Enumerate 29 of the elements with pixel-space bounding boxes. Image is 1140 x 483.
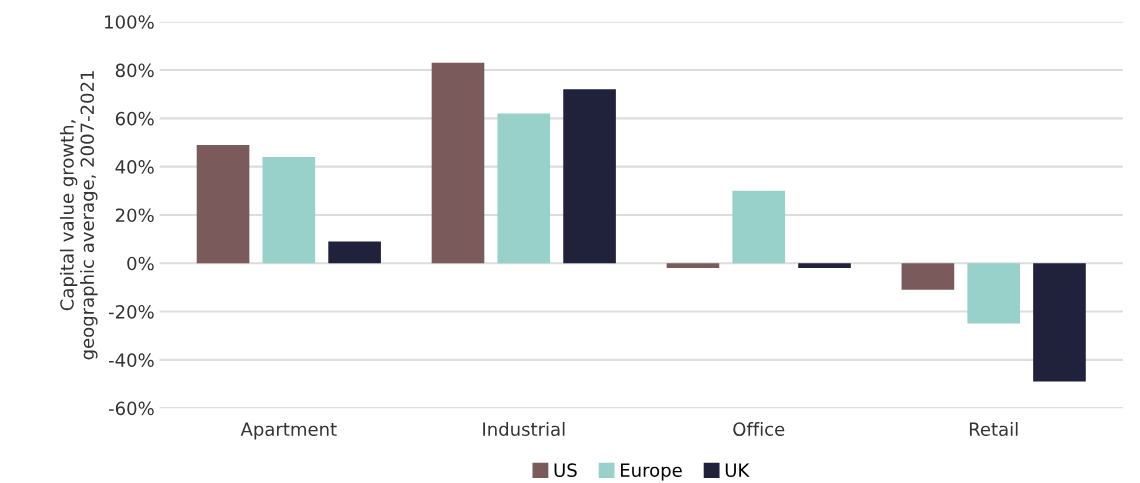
legend-label: Europe (621, 463, 682, 481)
y-tick-label: -40% (108, 353, 154, 367)
legend-label: UK (725, 463, 750, 477)
y-tick-label: -20% (108, 304, 154, 319)
x-tick-label: Retail (969, 422, 1018, 436)
y-tick-label: 60% (115, 111, 154, 126)
bar (563, 89, 616, 264)
bar (431, 62, 485, 264)
bar (798, 263, 851, 269)
bar (262, 156, 316, 264)
x-tick-label: Apartment (240, 422, 337, 440)
y-tick-label: 0% (127, 256, 154, 271)
y-tick-label: 80% (115, 63, 154, 78)
bar (967, 263, 1020, 324)
bar (666, 263, 720, 269)
bar (497, 113, 551, 264)
bar (328, 241, 381, 264)
y-tick-label: -60% (108, 401, 154, 416)
bar (732, 190, 786, 264)
bar (1033, 263, 1086, 382)
y-tick-label: 20% (115, 208, 154, 223)
y-tick-label: 100% (105, 15, 154, 29)
y-axis-title: Capital value growth, geographic average, 2007-2021 (59, 71, 98, 360)
bar (196, 144, 250, 264)
x-tick-label: Industrial (483, 422, 565, 436)
bar (901, 263, 955, 290)
x-tick-label: Office (733, 422, 785, 436)
legend-label: US (554, 463, 577, 477)
y-tick-label: 40% (115, 160, 154, 174)
